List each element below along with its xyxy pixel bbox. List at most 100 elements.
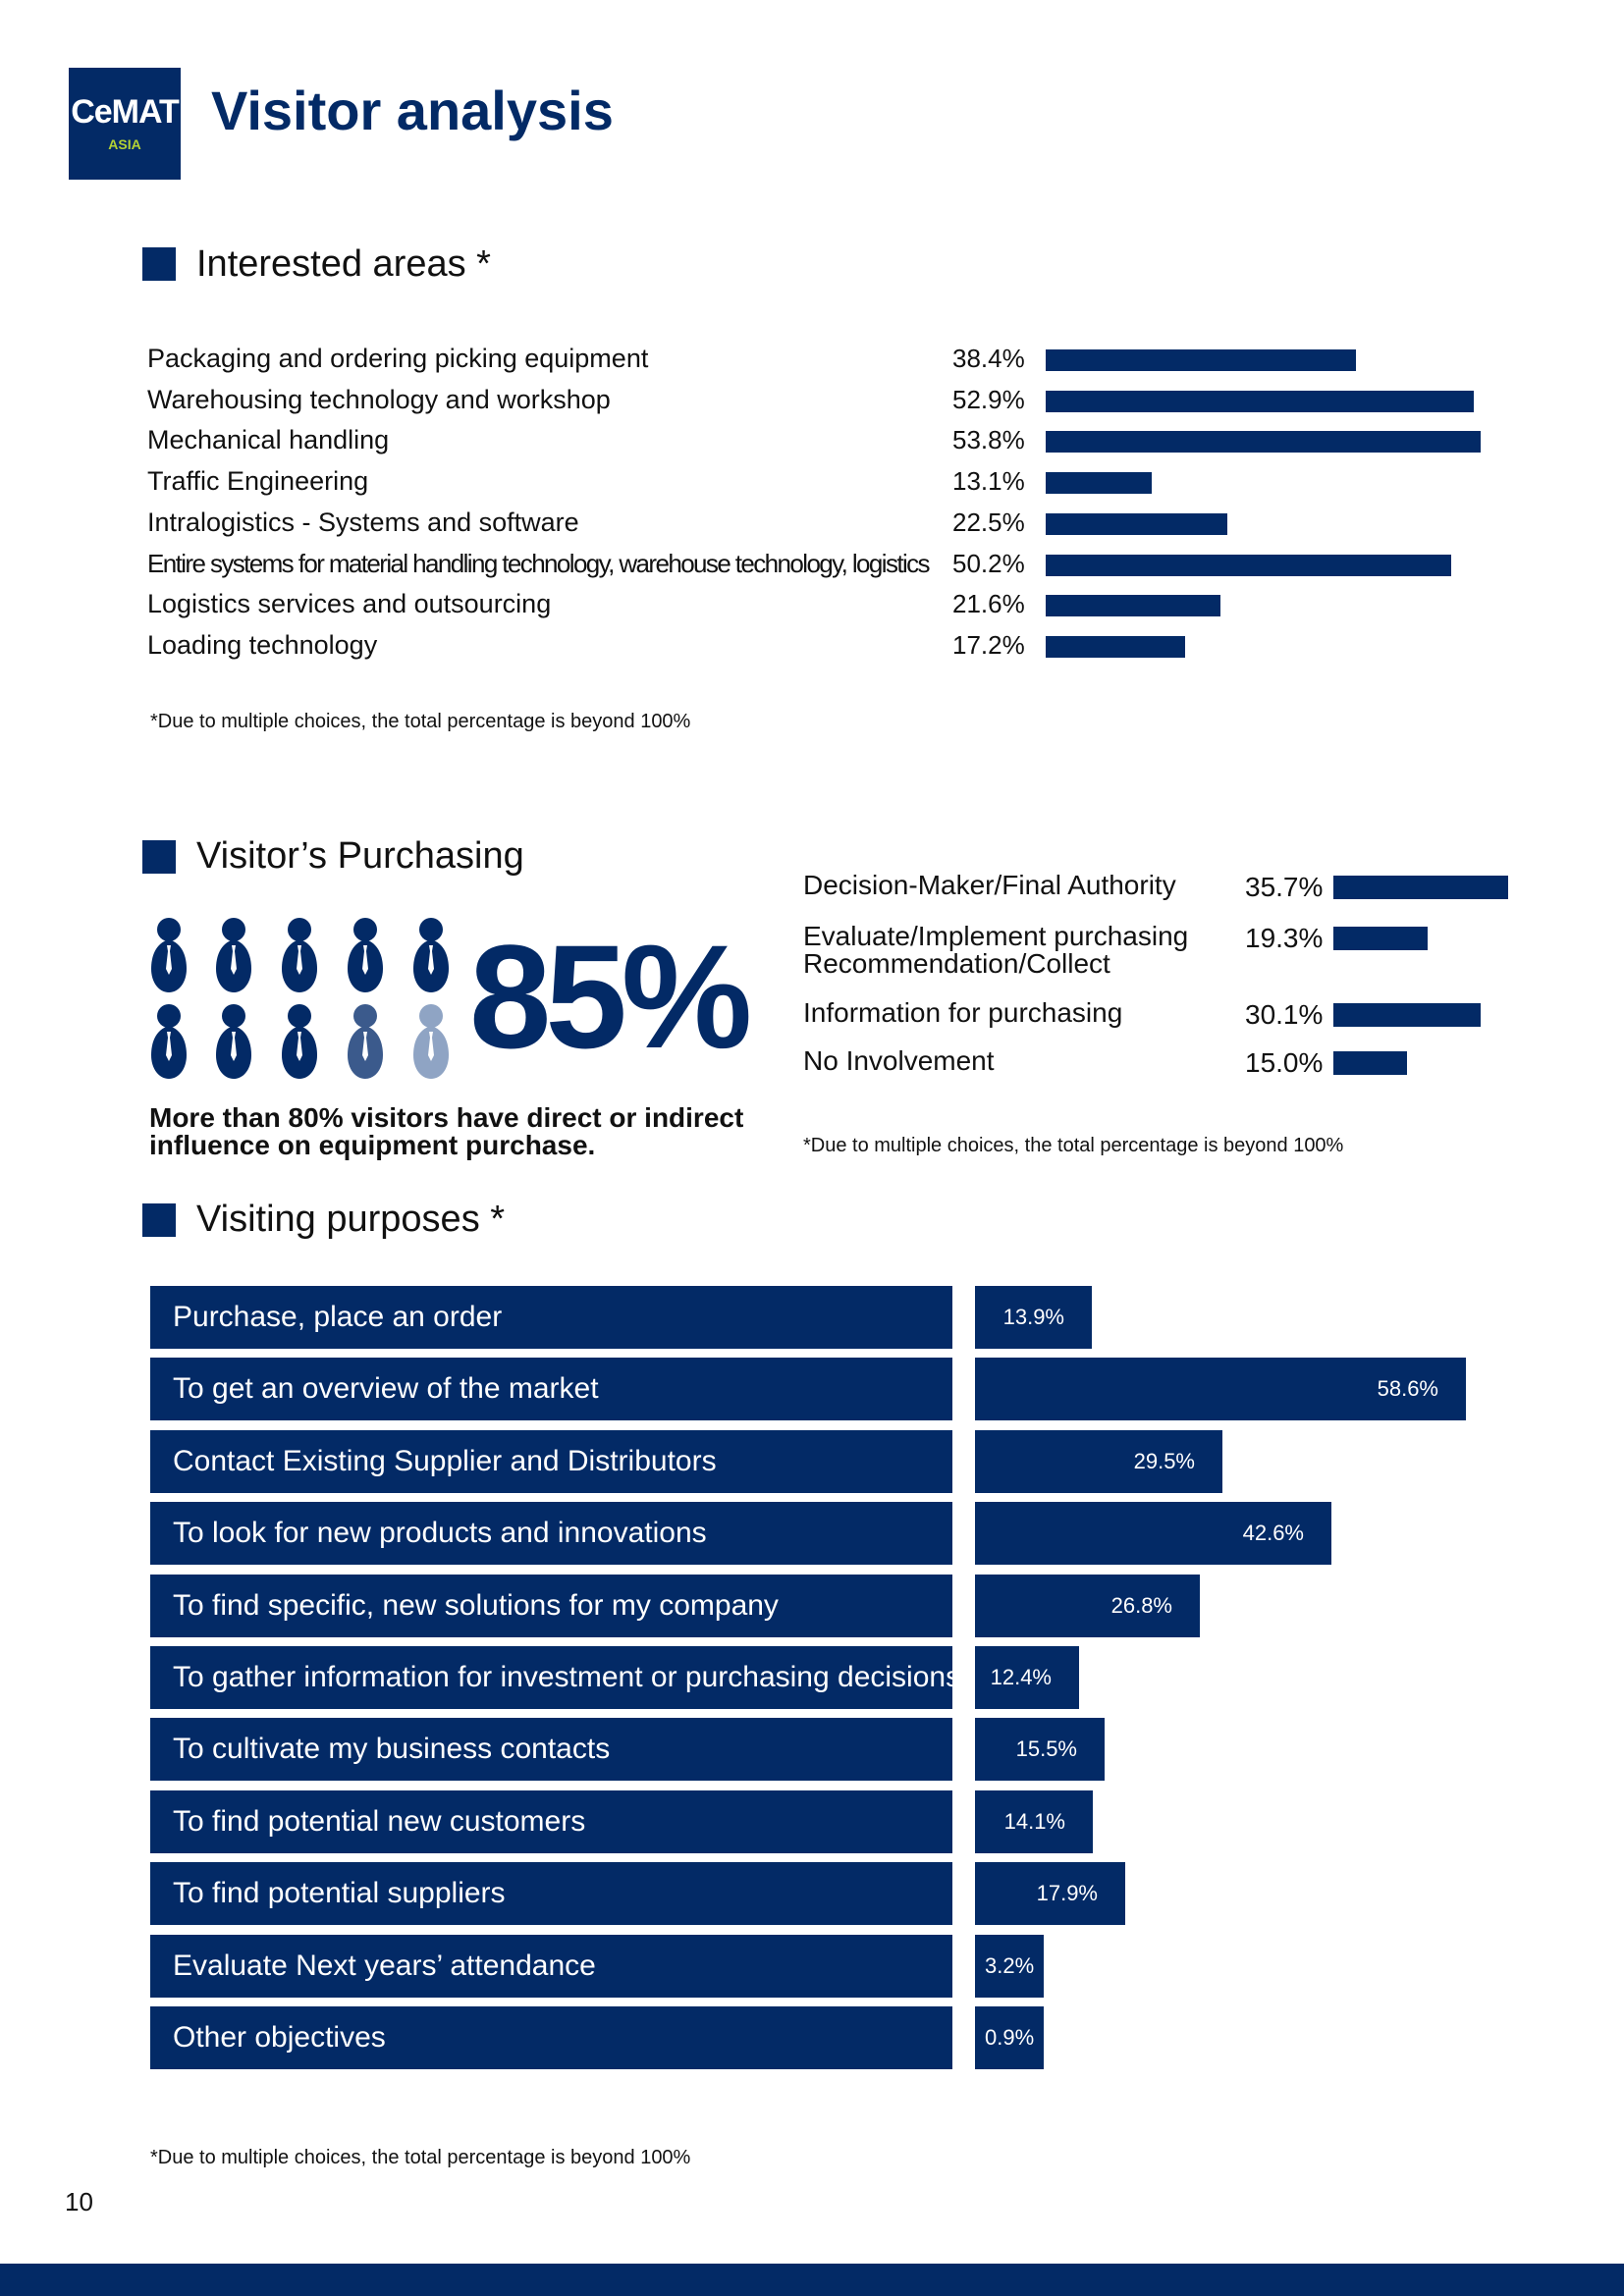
interest-row: Traffic Engineering 13.1% xyxy=(147,466,1522,507)
purchasing-value-label: 15.0% xyxy=(1245,1047,1324,1078)
interest-label: Intralogistics - Systems and software xyxy=(147,507,579,537)
purpose-bar: 17.9% xyxy=(975,1862,1125,1926)
person-icons-grid xyxy=(149,918,449,1085)
interest-value-label: 13.1% xyxy=(952,466,1025,497)
visiting-purposes-footnote: *Due to multiple choices, the total perc… xyxy=(150,2147,691,2168)
interested-areas-title: Interested areas * xyxy=(196,243,491,285)
interest-bar xyxy=(1046,431,1481,454)
purpose-label: To find potential new customers xyxy=(150,1789,952,1853)
purchasing-value-label: 19.3% xyxy=(1245,923,1324,953)
purpose-bar: 29.5% xyxy=(975,1429,1222,1493)
purchasing-note: More than 80% visitors have direct or in… xyxy=(149,1102,744,1160)
purpose-label: To find potential suppliers xyxy=(150,1862,952,1926)
interest-label: Traffic Engineering xyxy=(147,466,369,497)
section-marker-icon xyxy=(142,247,176,281)
purchasing-title: Visitor’s Purchasing xyxy=(196,835,524,877)
purpose-bar: 42.6% xyxy=(975,1502,1331,1566)
person-icon xyxy=(149,918,189,996)
purpose-row: To look for new products and innovations… xyxy=(150,1502,1525,1567)
purpose-value-label: 58.6% xyxy=(1377,1376,1438,1402)
interest-value-label: 53.8% xyxy=(952,425,1025,455)
purchasing-label: Decision-Maker/Final Authority xyxy=(803,870,1176,900)
purpose-label: To gather information for investment or … xyxy=(150,1646,960,1709)
interest-row: Entire systems for material handling tec… xyxy=(147,549,1522,590)
purpose-label: Other objectives xyxy=(150,2006,952,2069)
purpose-label: To get an overview of the market xyxy=(150,1358,952,1421)
purpose-value-label: 42.6% xyxy=(1242,1521,1304,1546)
person-icon xyxy=(214,1004,253,1083)
logo-sub-text: ASIA xyxy=(108,136,141,152)
purpose-row: To cultivate my business contacts 15.5% xyxy=(150,1718,1525,1783)
purchasing-label: Information for purchasing xyxy=(803,997,1123,1028)
interest-label: Logistics services and outsourcing xyxy=(147,589,552,619)
purpose-value-label: 0.9% xyxy=(985,2025,1035,2050)
purpose-label: To find specific, new solutions for my c… xyxy=(150,1574,952,1637)
interest-bar xyxy=(1046,512,1227,535)
page-title: Visitor analysis xyxy=(211,80,614,141)
interested-areas-footnote: *Due to multiple choices, the total perc… xyxy=(150,711,691,732)
interest-label: Loading technology xyxy=(147,629,378,660)
purpose-row: To get an overview of the market 58.6% xyxy=(150,1358,1525,1422)
purpose-bar: 15.5% xyxy=(975,1718,1105,1782)
purpose-row: Evaluate Next years’ attendance 3.2% xyxy=(150,1934,1525,2000)
interest-label: Mechanical handling xyxy=(147,425,390,455)
interest-row: Loading technology 17.2% xyxy=(147,630,1522,671)
person-icon xyxy=(411,1004,451,1083)
purpose-value-label: 14.1% xyxy=(1003,1808,1065,1834)
purpose-bar: 13.9% xyxy=(975,1286,1092,1349)
interest-bar xyxy=(1046,595,1220,617)
purchasing-bar xyxy=(1333,927,1428,950)
interest-row: Mechanical handling 53.8% xyxy=(147,425,1522,466)
interest-value-label: 22.5% xyxy=(952,507,1025,537)
logo-main-text: CeMAT xyxy=(71,93,180,131)
purchasing-footnote: *Due to multiple choices, the total perc… xyxy=(803,1135,1344,1156)
purpose-value-label: 3.2% xyxy=(985,1952,1035,1978)
interest-value-label: 17.2% xyxy=(952,629,1025,660)
interest-bar xyxy=(1046,635,1185,658)
interest-value-label: 50.2% xyxy=(952,548,1025,578)
interest-row: Packaging and ordering picking equipment… xyxy=(147,344,1522,385)
interest-value-label: 52.9% xyxy=(952,384,1025,414)
purpose-row: To gather information for investment or … xyxy=(150,1646,1525,1711)
purpose-row: To find potential new customers 14.1% xyxy=(150,1789,1525,1855)
purpose-bar: 12.4% xyxy=(975,1646,1079,1709)
purpose-bar: 14.1% xyxy=(975,1789,1093,1853)
purpose-label: Contact Existing Supplier and Distributo… xyxy=(150,1429,952,1493)
purchasing-label: No Involvement xyxy=(803,1045,995,1076)
visiting-purposes-title: Visiting purposes * xyxy=(196,1199,506,1240)
person-icon xyxy=(411,918,451,996)
purchasing-bar xyxy=(1333,876,1508,899)
purpose-bar: 0.9% xyxy=(975,2006,1044,2069)
page-number: 10 xyxy=(65,2187,93,2216)
purchasing-value-label: 30.1% xyxy=(1245,999,1324,1030)
purpose-row: Contact Existing Supplier and Distributo… xyxy=(150,1429,1525,1495)
purpose-bar: 26.8% xyxy=(975,1574,1200,1637)
interest-value-label: 21.6% xyxy=(952,589,1025,619)
purchasing-label: Evaluate/Implement purchasing Recommenda… xyxy=(803,921,1189,979)
section-marker-icon xyxy=(142,840,176,874)
purpose-value-label: 29.5% xyxy=(1133,1448,1195,1473)
purpose-label: Evaluate Next years’ attendance xyxy=(150,1934,952,1998)
purchasing-bar xyxy=(1333,1051,1407,1075)
interest-row: Warehousing technology and workshop 52.9% xyxy=(147,385,1522,426)
big-percent: 85% xyxy=(469,914,752,1079)
purchasing-bar xyxy=(1333,1003,1481,1027)
interest-value-label: 38.4% xyxy=(952,344,1025,373)
person-icon xyxy=(149,1004,189,1083)
interest-row: Intralogistics - Systems and software 22.… xyxy=(147,507,1522,549)
interest-row: Logistics services and outsourcing 21.6% xyxy=(147,589,1522,630)
interest-label: Warehousing technology and workshop xyxy=(147,384,611,414)
interest-bar xyxy=(1046,390,1474,412)
purpose-row: To find potential suppliers 17.9% xyxy=(150,1862,1525,1927)
interest-bar xyxy=(1046,554,1451,576)
section-marker-icon xyxy=(142,1203,176,1237)
purpose-value-label: 13.9% xyxy=(1002,1305,1064,1329)
interest-bar xyxy=(1046,349,1356,371)
person-icon xyxy=(346,1004,385,1083)
person-icon xyxy=(280,1004,319,1083)
purpose-value-label: 12.4% xyxy=(990,1665,1052,1689)
purpose-row: Purchase, place an order 13.9% xyxy=(150,1286,1525,1351)
purpose-value-label: 17.9% xyxy=(1036,1881,1098,1906)
footer-band xyxy=(0,2264,1624,2296)
purpose-value-label: 26.8% xyxy=(1110,1592,1172,1618)
